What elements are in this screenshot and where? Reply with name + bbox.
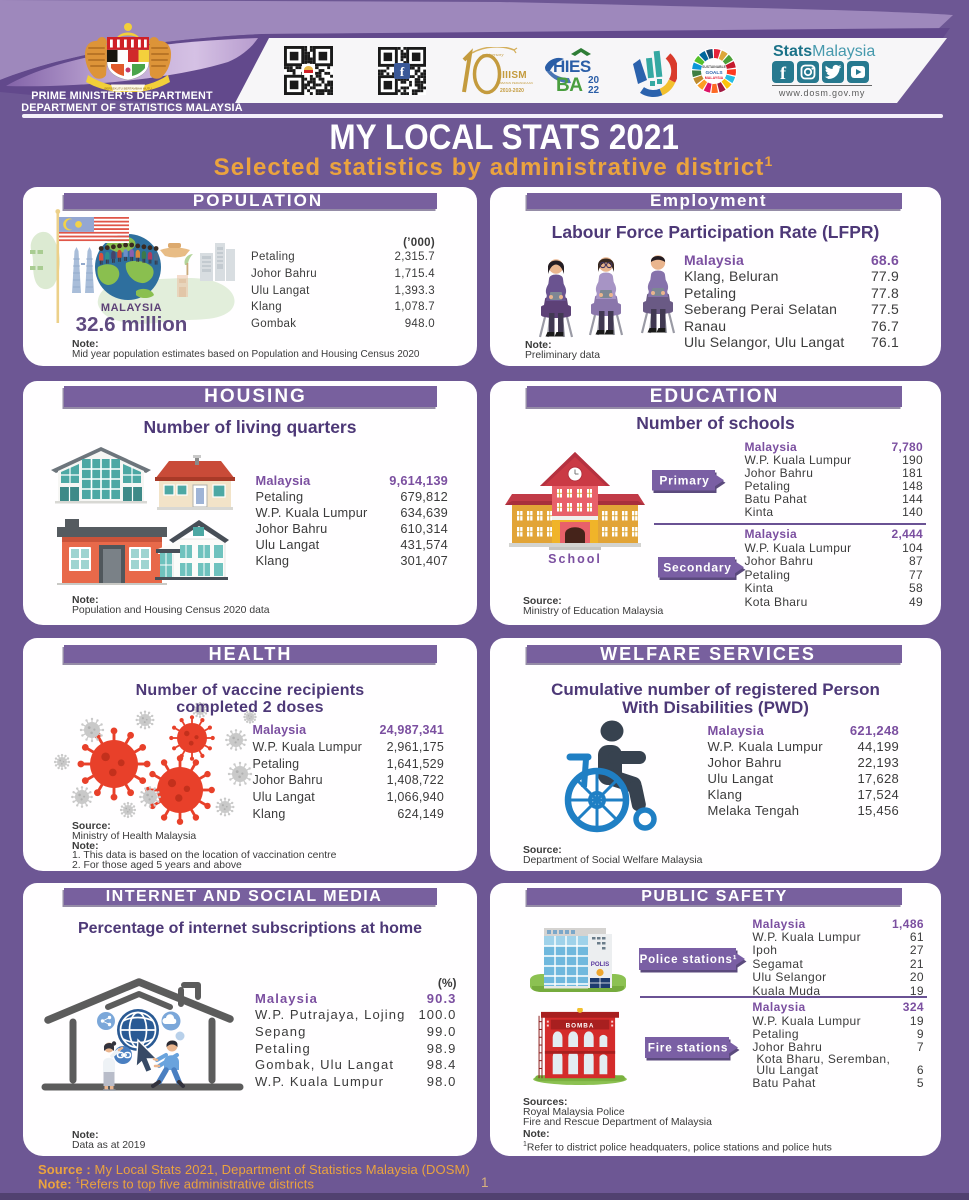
svg-text:f: f xyxy=(400,64,405,79)
svg-text:Police stations¹: Police stations¹ xyxy=(640,954,738,966)
svg-text:MALAYSIA: MALAYSIA xyxy=(705,76,724,80)
svg-text:POLIS: POLIS xyxy=(591,961,610,968)
svg-text:GOALS: GOALS xyxy=(705,70,723,76)
svg-text:Fire stations: Fire stations xyxy=(648,1041,729,1055)
svg-text:2010-2020: 2010-2020 xyxy=(500,88,524,94)
svg-text:HIES: HIES xyxy=(553,57,591,76)
svg-text:Primary: Primary xyxy=(659,474,709,488)
svg-text:f: f xyxy=(780,63,787,83)
svg-text:BOMBA: BOMBA xyxy=(566,1023,595,1030)
svg-text:22: 22 xyxy=(588,85,600,96)
svg-text:Secondary: Secondary xyxy=(663,561,732,575)
svg-text:JABATAN PERANGKAAN: JABATAN PERANGKAAN xyxy=(498,81,533,85)
svg-text:20: 20 xyxy=(588,75,600,86)
svg-text:IIIISM: IIIISM xyxy=(499,70,527,81)
svg-text:SUSTAINABLE: SUSTAINABLE xyxy=(702,65,727,69)
svg-text:anniversary: anniversary xyxy=(482,52,504,57)
svg-text:BA: BA xyxy=(556,75,583,96)
svg-text:BERSEKUTU BERTAMBAH MUTU: BERSEKUTU BERTAMBAH MUTU xyxy=(104,87,151,91)
